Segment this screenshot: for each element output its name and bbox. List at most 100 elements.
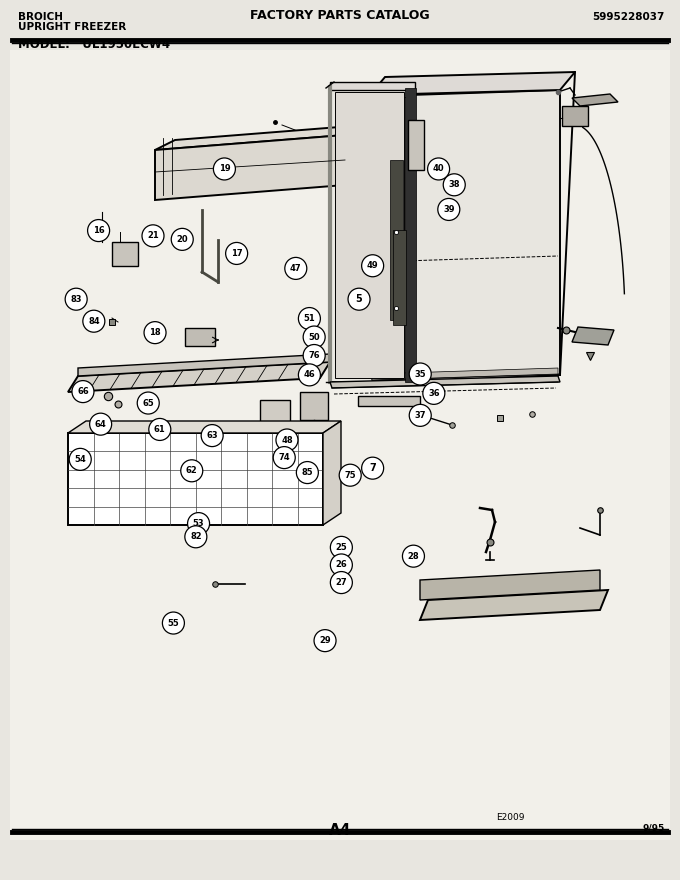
Text: 25: 25 xyxy=(335,543,347,552)
Polygon shape xyxy=(330,82,415,90)
Circle shape xyxy=(409,363,431,385)
Circle shape xyxy=(299,364,320,386)
Text: 76: 76 xyxy=(308,351,320,360)
Circle shape xyxy=(362,255,384,276)
Polygon shape xyxy=(68,433,323,525)
Circle shape xyxy=(339,465,361,486)
Text: 50: 50 xyxy=(308,333,320,341)
Circle shape xyxy=(303,344,325,366)
Circle shape xyxy=(330,537,352,559)
Circle shape xyxy=(348,288,370,310)
Circle shape xyxy=(330,572,352,594)
Circle shape xyxy=(83,311,105,333)
Circle shape xyxy=(171,229,193,251)
Circle shape xyxy=(137,392,159,414)
Text: 51: 51 xyxy=(303,314,316,323)
Polygon shape xyxy=(372,97,408,380)
Polygon shape xyxy=(390,160,403,320)
Text: 46: 46 xyxy=(303,370,316,379)
Circle shape xyxy=(299,307,320,329)
Polygon shape xyxy=(68,421,341,433)
Circle shape xyxy=(163,612,184,634)
Circle shape xyxy=(72,380,94,403)
Circle shape xyxy=(90,413,112,435)
Circle shape xyxy=(296,461,318,484)
Text: 29: 29 xyxy=(319,636,331,645)
Text: 27: 27 xyxy=(335,578,347,587)
Text: 39: 39 xyxy=(443,205,454,214)
Text: 75: 75 xyxy=(344,471,356,480)
Text: 17: 17 xyxy=(231,249,243,258)
Text: 63: 63 xyxy=(206,431,218,440)
Text: 38: 38 xyxy=(449,180,460,189)
Circle shape xyxy=(303,326,325,348)
Text: 66: 66 xyxy=(77,387,89,396)
Circle shape xyxy=(314,630,336,651)
Circle shape xyxy=(409,405,431,426)
Text: 9/95: 9/95 xyxy=(643,823,665,832)
Text: 35: 35 xyxy=(414,370,426,378)
Text: 49: 49 xyxy=(367,261,379,270)
Text: E2009: E2009 xyxy=(496,813,524,822)
Polygon shape xyxy=(300,392,328,420)
Text: 47: 47 xyxy=(290,264,302,273)
Polygon shape xyxy=(393,230,406,325)
Text: 48: 48 xyxy=(281,436,293,444)
Circle shape xyxy=(285,258,307,280)
Circle shape xyxy=(88,219,109,242)
Text: 16: 16 xyxy=(92,226,105,235)
Polygon shape xyxy=(330,376,560,388)
Polygon shape xyxy=(155,135,345,200)
Text: 36: 36 xyxy=(428,389,440,398)
Text: 7: 7 xyxy=(369,463,376,473)
Text: 62: 62 xyxy=(186,466,198,475)
Polygon shape xyxy=(572,94,618,106)
Text: 61: 61 xyxy=(154,425,166,434)
Polygon shape xyxy=(410,90,560,382)
Text: 40: 40 xyxy=(432,165,445,173)
Polygon shape xyxy=(372,368,558,380)
Text: 82: 82 xyxy=(190,532,202,541)
Polygon shape xyxy=(370,72,575,95)
Polygon shape xyxy=(408,120,424,170)
Polygon shape xyxy=(185,328,215,346)
Polygon shape xyxy=(572,327,614,345)
Text: 21: 21 xyxy=(147,231,159,240)
Text: FACTORY PARTS CATALOG: FACTORY PARTS CATALOG xyxy=(250,9,430,22)
Text: 18: 18 xyxy=(149,328,161,337)
Circle shape xyxy=(149,419,171,441)
FancyBboxPatch shape xyxy=(10,50,670,840)
Polygon shape xyxy=(335,92,404,378)
Circle shape xyxy=(330,554,352,576)
Polygon shape xyxy=(68,362,330,392)
Polygon shape xyxy=(420,590,608,620)
Polygon shape xyxy=(155,125,365,150)
Text: 5: 5 xyxy=(356,294,362,304)
Polygon shape xyxy=(562,106,588,126)
Polygon shape xyxy=(112,242,138,266)
Circle shape xyxy=(428,158,449,180)
Circle shape xyxy=(362,457,384,479)
Polygon shape xyxy=(330,90,415,382)
Text: 20: 20 xyxy=(176,235,188,244)
Text: 65: 65 xyxy=(142,399,154,407)
Text: 64: 64 xyxy=(95,420,107,429)
Polygon shape xyxy=(345,125,365,185)
Circle shape xyxy=(443,174,465,196)
Text: BROICH: BROICH xyxy=(18,12,63,22)
Text: 83: 83 xyxy=(71,295,82,304)
Polygon shape xyxy=(405,88,416,382)
Text: 55: 55 xyxy=(167,619,180,627)
Circle shape xyxy=(69,449,91,470)
Polygon shape xyxy=(260,400,290,424)
Circle shape xyxy=(423,382,445,405)
Circle shape xyxy=(142,225,164,247)
Circle shape xyxy=(65,288,87,310)
Text: UPRIGHT FREEZER: UPRIGHT FREEZER xyxy=(18,22,126,32)
Circle shape xyxy=(276,429,298,451)
Text: 53: 53 xyxy=(192,519,205,528)
Circle shape xyxy=(188,512,209,534)
Circle shape xyxy=(273,447,295,468)
Text: MODEL:   UL1950ECW4: MODEL: UL1950ECW4 xyxy=(18,38,170,51)
Polygon shape xyxy=(78,354,330,376)
